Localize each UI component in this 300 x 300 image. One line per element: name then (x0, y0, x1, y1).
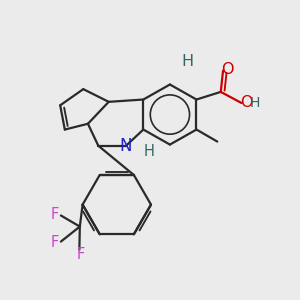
Text: H: H (250, 96, 260, 110)
Text: F: F (51, 207, 59, 222)
Text: H: H (181, 54, 193, 69)
Text: O: O (221, 62, 234, 77)
Text: H: H (144, 144, 154, 159)
Text: N: N (120, 137, 132, 155)
Text: F: F (76, 247, 85, 262)
Text: F: F (51, 235, 59, 250)
Text: O: O (240, 95, 252, 110)
